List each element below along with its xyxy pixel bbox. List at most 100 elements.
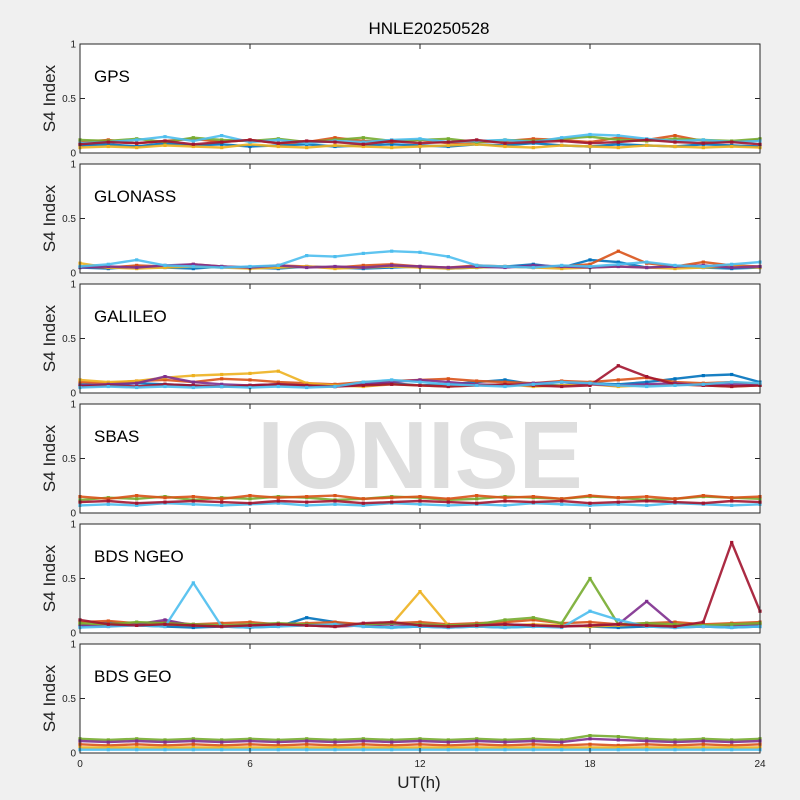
data-point (276, 263, 280, 267)
data-point (106, 622, 110, 626)
data-point (730, 499, 734, 503)
figure-title: HNLE20250528 (369, 19, 490, 38)
data-point (588, 503, 592, 507)
data-point (560, 738, 564, 742)
data-point (645, 745, 649, 750)
data-point (361, 742, 365, 746)
data-point (248, 620, 252, 624)
data-point (390, 263, 394, 267)
data-point (560, 502, 564, 506)
data-point (446, 743, 450, 747)
data-point (503, 499, 507, 503)
data-point (163, 143, 167, 147)
data-point (361, 251, 365, 255)
data-point (276, 138, 280, 142)
data-point (276, 743, 280, 747)
data-point (418, 742, 422, 746)
data-point (588, 144, 592, 149)
data-point (730, 384, 734, 389)
data-point (645, 260, 649, 264)
data-point (645, 495, 649, 499)
y-axis-label: S4 Index (40, 664, 59, 732)
y-tick-label: 0 (70, 269, 76, 280)
data-point (503, 144, 507, 149)
data-point (418, 380, 422, 384)
data-point (418, 141, 422, 145)
data-point (730, 144, 734, 149)
data-point (220, 134, 224, 138)
data-point (645, 503, 649, 507)
data-point (220, 738, 224, 742)
data-point (730, 372, 734, 377)
data-point (220, 621, 224, 625)
data-point (191, 499, 195, 503)
data-point (333, 499, 337, 503)
data-point (673, 738, 677, 742)
data-point (220, 142, 224, 146)
data-point (390, 743, 394, 747)
data-point (475, 494, 479, 498)
data-point (333, 740, 337, 744)
data-point (248, 737, 252, 741)
data-point (616, 134, 620, 138)
data-point (220, 265, 224, 270)
plot-area (80, 404, 760, 513)
data-point (191, 745, 195, 750)
data-point (333, 620, 337, 624)
data-point (645, 138, 649, 142)
data-point (248, 371, 252, 375)
x-axis-label: UT(h) (397, 773, 440, 792)
data-point (276, 740, 280, 744)
data-point (305, 495, 309, 499)
data-point (163, 618, 167, 622)
data-point (191, 581, 195, 585)
data-point (220, 377, 224, 381)
data-point (503, 743, 507, 747)
data-point (560, 748, 564, 752)
data-point (390, 748, 394, 752)
data-point (390, 378, 394, 382)
x-tick-label: 0 (77, 759, 83, 770)
data-point (645, 375, 649, 379)
data-point (560, 740, 564, 744)
data-point (361, 144, 365, 149)
data-point (701, 494, 705, 498)
data-point (135, 141, 139, 145)
data-point (333, 384, 337, 389)
data-point (163, 740, 167, 744)
data-point (390, 738, 394, 742)
data-point (531, 146, 535, 150)
data-point (475, 623, 479, 627)
data-point (305, 500, 309, 504)
data-point (191, 139, 195, 143)
data-point (673, 622, 677, 626)
data-point (616, 622, 620, 626)
data-point (616, 260, 620, 264)
data-point (305, 141, 309, 145)
data-point (531, 618, 535, 622)
data-point (730, 738, 734, 742)
data-point (390, 620, 394, 624)
data-point (163, 738, 167, 742)
data-point (446, 503, 450, 507)
data-point (701, 138, 705, 142)
data-point (248, 494, 252, 498)
data-point (730, 265, 734, 270)
watermark: IONISE (257, 402, 582, 509)
data-point (503, 620, 507, 624)
data-point (191, 374, 195, 378)
data-point (276, 380, 280, 384)
data-point (616, 502, 620, 506)
data-point (418, 745, 422, 750)
data-point (730, 745, 734, 750)
data-point (503, 748, 507, 752)
data-point (333, 738, 337, 742)
data-point (418, 620, 422, 624)
data-point (701, 739, 705, 743)
data-point (305, 383, 309, 387)
data-point (531, 263, 535, 267)
data-point (276, 622, 280, 626)
data-point (503, 503, 507, 507)
data-point (276, 144, 280, 149)
data-point (446, 380, 450, 384)
